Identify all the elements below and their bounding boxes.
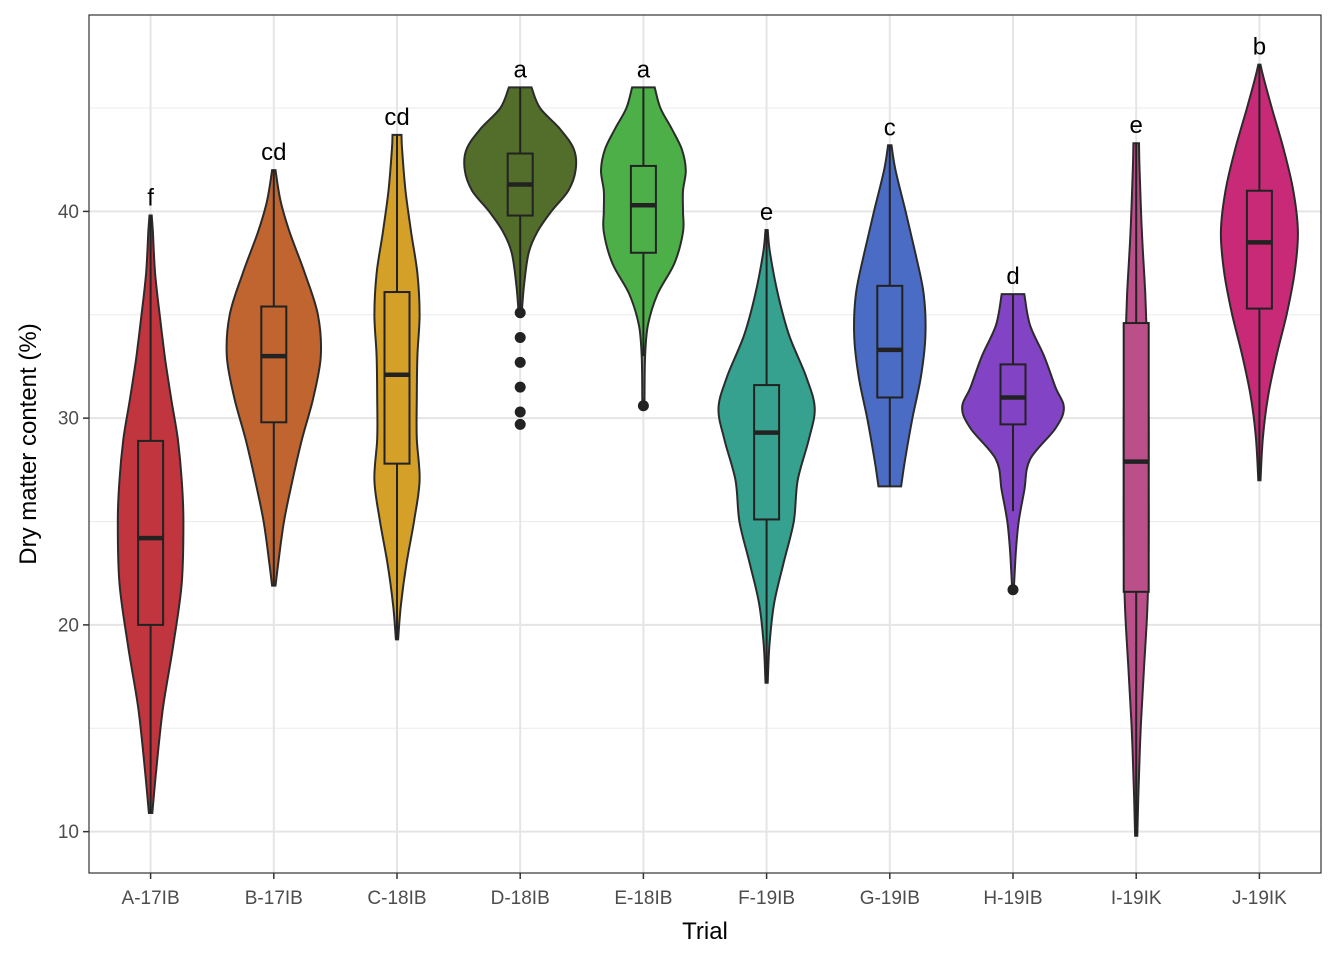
x-tick-label: F-19IB (738, 888, 795, 909)
axis-layer: 10 20 30 40 A-17IB B-17IB C-18IB D-18IB E-18IB F-… (58, 202, 1287, 909)
outlier-point (514, 418, 526, 430)
x-tick-label: E-18IB (614, 888, 672, 909)
letter-label-G-19IB: c (884, 114, 896, 141)
letter-label-F-19IB: e (760, 199, 773, 226)
y-axis-title: Dry matter content (%) (15, 323, 42, 564)
box-E-18IB (629, 164, 657, 254)
box-C-18IB (383, 291, 411, 465)
x-tick-label: I-19IK (1111, 888, 1162, 909)
plot-border (88, 14, 1322, 874)
x-tick-label: J-19IK (1232, 888, 1287, 909)
letter-label-J-19IK: b (1253, 34, 1266, 61)
y-tick-label: 40 (58, 202, 79, 223)
y-tick-label: 10 (58, 822, 79, 843)
box-I-19IK (1122, 322, 1150, 593)
box-J-19IK (1245, 189, 1273, 310)
outlier-point (514, 381, 526, 393)
letter-label-H-19IB: d (1006, 263, 1019, 290)
letter-label-E-18IB: a (637, 56, 651, 83)
x-tick-label: G-19IB (860, 888, 920, 909)
box-H-19IB (999, 363, 1027, 426)
letter-label-B-17IB: cd (261, 139, 286, 166)
x-tick-label: H-19IB (983, 888, 1042, 909)
outlier-point (1007, 584, 1019, 596)
x-tick-label: C-18IB (367, 888, 426, 909)
outlier-point (637, 400, 649, 412)
outlier-point (514, 406, 526, 418)
x-tick-label: B-17IB (245, 888, 303, 909)
outlier-point (514, 307, 526, 319)
x-tick-label: A-17IB (122, 888, 180, 909)
box-layer (137, 64, 1273, 836)
box-B-17IB (260, 305, 288, 424)
letter-label-C-18IB: cd (384, 104, 409, 131)
letter-label-D-18IB: a (514, 56, 528, 83)
x-axis-title: Trial (682, 918, 728, 945)
y-tick-label: 20 (58, 615, 79, 636)
box-G-19IB (876, 284, 904, 399)
letter-label-A-17IB: f (147, 185, 154, 212)
box-F-19IB (753, 384, 781, 521)
box-A-17IB (137, 439, 165, 626)
outlier-point (514, 356, 526, 368)
outlier-point (514, 332, 526, 344)
y-tick-label: 30 (58, 409, 79, 430)
letter-label-I-19IK: e (1130, 112, 1143, 139)
x-tick-label: D-18IB (491, 888, 550, 909)
